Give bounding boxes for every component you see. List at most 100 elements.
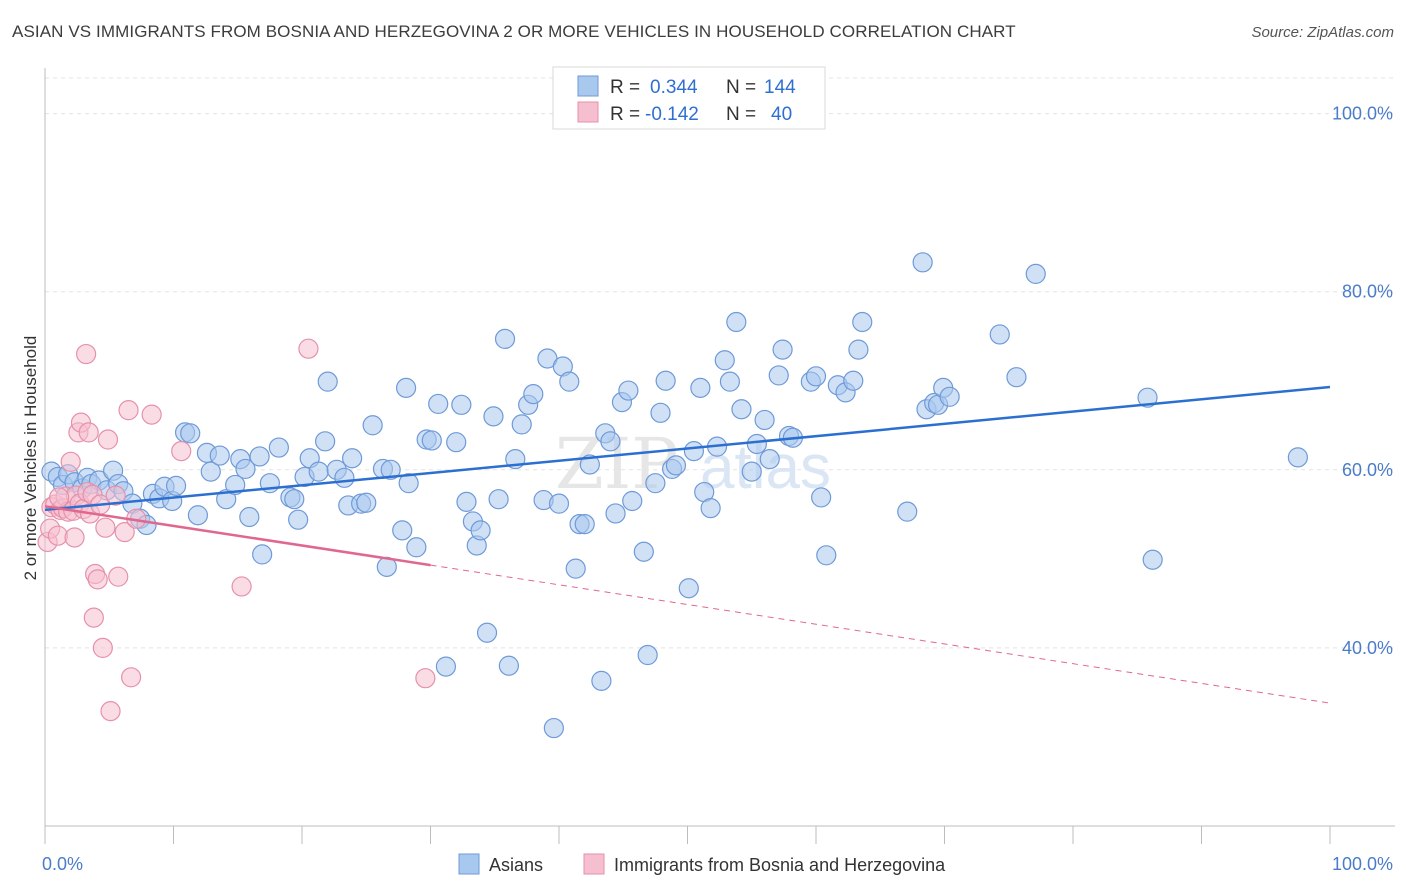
asians-point-140 <box>1287 447 1308 468</box>
asians-point-89 <box>600 431 621 452</box>
asians-point-100 <box>665 455 687 476</box>
legend-n-label: N = <box>726 77 756 98</box>
bosnia-point-22 <box>83 607 104 628</box>
asians-point-112 <box>746 433 767 455</box>
asians-point-115 <box>768 365 789 386</box>
bosnia-point-38 <box>231 576 252 597</box>
bottom-legend: Asians Immigrants from Bosnia and Herzeg… <box>458 853 946 875</box>
asians-point-94 <box>633 541 654 562</box>
asians-point-70 <box>488 489 509 510</box>
asians-point-53 <box>380 459 401 480</box>
asians-point-128 <box>897 501 918 522</box>
asians-point-97 <box>650 402 671 423</box>
bosnia-point-26 <box>92 637 113 659</box>
asians-point-76 <box>523 384 544 405</box>
legend-r-label: R = <box>610 77 640 98</box>
bosnia-point-31 <box>108 566 129 587</box>
asians-point-37 <box>284 489 305 510</box>
asians-point-22 <box>180 423 201 444</box>
asians-point-26 <box>209 445 230 466</box>
asians-point-47 <box>342 448 363 469</box>
asians-point-121 <box>811 487 832 508</box>
asians-point-93 <box>622 490 643 512</box>
bosnia-point-4 <box>47 525 68 546</box>
trend-lines <box>44 385 1331 704</box>
bosnia-point-24 <box>87 569 108 590</box>
asians-point-55 <box>395 377 417 398</box>
bosnia-point-34 <box>120 667 142 688</box>
asians-point-61 <box>435 656 457 677</box>
asians-point-113 <box>754 409 775 431</box>
asians-point-41 <box>308 461 329 482</box>
asians-point-72 <box>498 655 519 676</box>
legend-r-label: R = <box>610 104 640 125</box>
asians-point-23 <box>187 505 209 526</box>
data-points <box>37 252 1308 739</box>
bottom-legend-label-asians: Asians <box>489 855 543 875</box>
y-tick-label-0: 40.0% <box>1342 638 1393 658</box>
bosnia-point-27 <box>95 517 116 538</box>
asians-point-57 <box>406 537 427 558</box>
asians-point-68 <box>476 622 498 643</box>
asians-point-42 <box>315 431 336 452</box>
asians-point-20 <box>165 475 187 496</box>
bosnia-point-9 <box>60 451 81 472</box>
asians-point-86 <box>579 454 600 475</box>
asians-point-62 <box>446 432 467 453</box>
asians-point-116 <box>772 339 793 360</box>
chart-title: ASIAN VS IMMIGRANTS FROM BOSNIA AND HERZ… <box>12 22 1016 41</box>
bosnia-point-32 <box>114 522 135 543</box>
bosnia-point-29 <box>100 701 121 722</box>
asians-point-59 <box>421 430 442 451</box>
asians-point-111 <box>741 461 762 482</box>
y-tick-label-2: 80.0% <box>1342 282 1393 302</box>
asians-point-87 <box>591 670 612 691</box>
legend-swatch-bosnia <box>577 101 599 123</box>
legend-r-value: 0.344 <box>650 77 698 98</box>
bosnia-trend-line <box>44 505 431 567</box>
asians-point-90 <box>605 503 626 524</box>
bosnia-point-11 <box>64 527 85 548</box>
asians-point-71 <box>494 328 516 350</box>
legend-n-value: 40 <box>771 104 792 125</box>
asians-point-33 <box>252 544 273 565</box>
asians-point-83 <box>565 558 586 579</box>
asians-point-69 <box>483 406 504 427</box>
asians-point-126 <box>848 339 869 360</box>
bosnia-point-19 <box>78 422 99 443</box>
asians-point-45 <box>334 467 355 488</box>
bosnia-point-30 <box>105 485 126 506</box>
bosnia-point-17 <box>76 343 97 365</box>
asians-point-30 <box>235 458 256 480</box>
bottom-legend-swatch-bosnia <box>583 853 605 875</box>
asians-point-102 <box>683 441 705 462</box>
x-tick-label-1: 100.0% <box>1332 854 1393 874</box>
asians-point-28 <box>225 474 246 496</box>
y-tick-labels: 40.0% 60.0% 80.0% 100.0% <box>1332 104 1393 658</box>
asians-point-95 <box>637 644 658 666</box>
source-label: Source: ZipAtlas.com <box>1251 24 1394 41</box>
axes <box>44 68 1395 844</box>
x-tick-labels: 0.0% 100.0% <box>42 854 1393 874</box>
asians-point-27 <box>216 489 237 510</box>
asians-point-43 <box>317 371 338 392</box>
y-axis-label: 2 or more Vehicles in Household <box>21 336 40 581</box>
asians-point-120 <box>805 366 827 387</box>
asians-point-67 <box>470 520 491 541</box>
bottom-legend-label-bosnia: Immigrants from Bosnia and Herzegovina <box>614 855 946 875</box>
asians-point-114 <box>759 449 780 470</box>
asians-point-101 <box>678 578 699 599</box>
asians-point-105 <box>700 498 721 519</box>
asians-point-63 <box>451 394 472 415</box>
bosnia-point-41 <box>49 487 70 508</box>
asians-point-108 <box>719 371 741 392</box>
asians-point-96 <box>645 473 666 494</box>
asians-point-125 <box>843 370 864 391</box>
asians-point-129 <box>912 252 933 273</box>
asians-point-80 <box>548 493 570 514</box>
asians-point-122 <box>816 545 837 566</box>
asians-point-110 <box>731 399 752 420</box>
asians-point-107 <box>714 350 735 371</box>
asians-point-139 <box>1142 549 1163 570</box>
legend-swatch-asians <box>577 75 599 97</box>
